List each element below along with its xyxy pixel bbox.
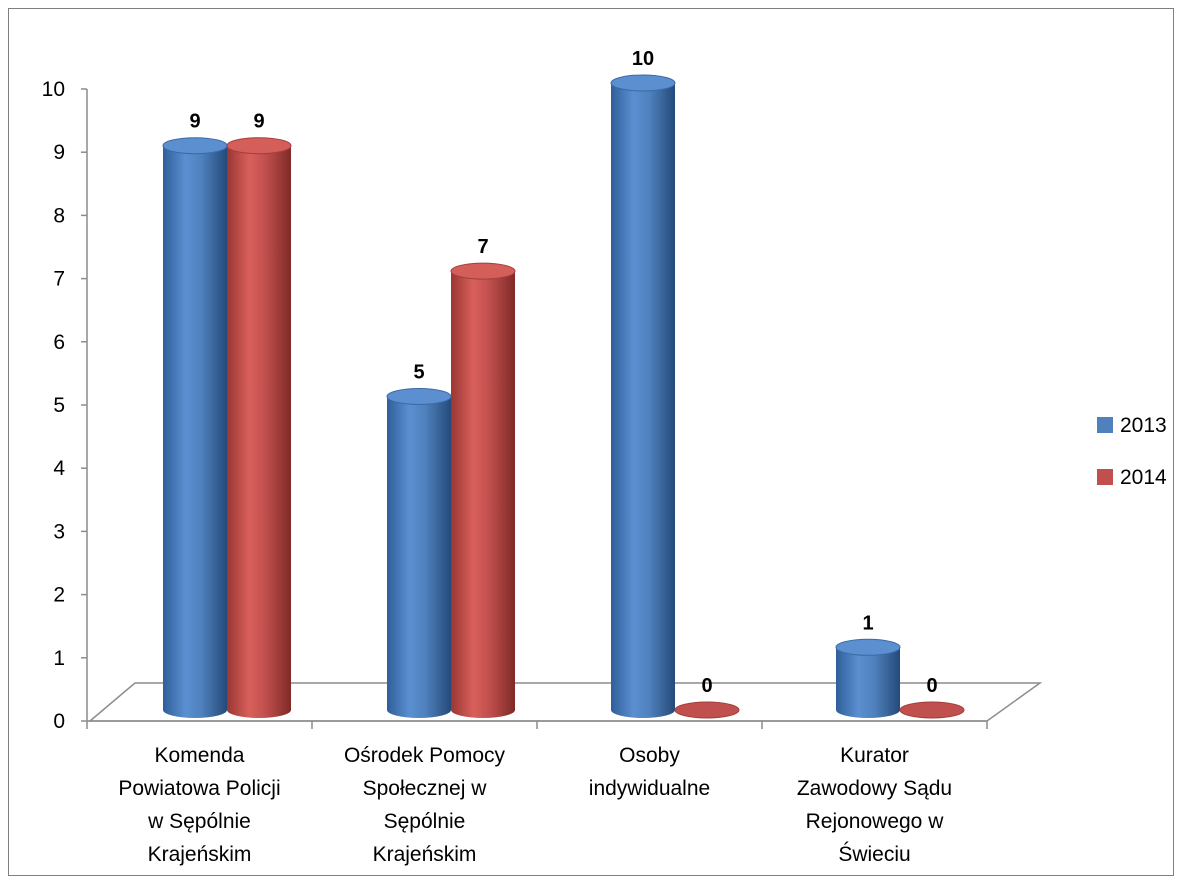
y-tick-label: 1 — [53, 647, 65, 670]
y-tick-label: 10 — [42, 78, 65, 101]
legend-swatch — [1097, 469, 1113, 485]
category-label: Krajeńskim — [148, 843, 252, 866]
category-label: w Sępólnie — [147, 810, 251, 833]
data-label: 9 — [253, 111, 264, 133]
category-label: Ośrodek Pomocy — [344, 744, 506, 767]
y-tick-label: 6 — [53, 331, 65, 354]
data-label: 9 — [189, 111, 200, 133]
category-label: Rejonowego w — [806, 810, 945, 833]
y-tick-label: 7 — [53, 268, 65, 291]
category-label: Komenda — [155, 744, 245, 767]
data-label: 10 — [632, 48, 654, 70]
category-label: Zawodowy Sądu — [797, 777, 952, 800]
data-label: 7 — [477, 236, 488, 258]
y-tick-label: 5 — [53, 394, 65, 417]
bar-2013-1 — [386, 388, 452, 718]
y-tick-label: 9 — [53, 141, 65, 164]
category-label: Kurator — [840, 744, 909, 767]
category-label: Sępólnie — [384, 810, 466, 833]
y-axis-ticks: 0 1 2 3 4 5 6 7 8 9 10 — [42, 78, 87, 733]
bar-2013-0 — [162, 137, 228, 718]
data-label: 5 — [413, 362, 424, 384]
bar-2013-3 — [835, 638, 901, 718]
category-label: Osoby — [619, 744, 680, 767]
category-label: Powiatowa Policji — [118, 777, 280, 800]
data-label: 0 — [926, 675, 937, 697]
x-axis-ticks — [86, 721, 988, 729]
y-tick-label: 3 — [53, 520, 65, 543]
y-tick-label: 0 — [53, 710, 65, 733]
bar-2014-0 — [226, 137, 292, 718]
category-label: Krajeńskim — [373, 843, 477, 866]
legend: 2013 2014 — [1097, 414, 1167, 489]
y-tick-label: 2 — [53, 584, 65, 607]
bar-2014-3 — [899, 701, 965, 719]
data-label: 0 — [701, 675, 712, 697]
bar-2014-1 — [450, 262, 516, 718]
category-label: Świeciu — [838, 842, 910, 866]
y-tick-label: 4 — [53, 457, 65, 480]
legend-swatch — [1097, 417, 1113, 433]
bars — [162, 74, 965, 719]
category-label: Społecznej w — [363, 777, 488, 800]
legend-label: 2014 — [1120, 466, 1167, 489]
bar-2013-2 — [610, 74, 676, 718]
data-label: 1 — [862, 612, 873, 634]
category-label: indywidualne — [589, 777, 710, 800]
y-tick-label: 8 — [53, 204, 65, 227]
bar-2014-2 — [674, 701, 740, 719]
legend-label: 2013 — [1120, 414, 1167, 437]
category-labels: Komenda Powiatowa Policji w Sępólnie Krajeń… — [118, 744, 952, 866]
